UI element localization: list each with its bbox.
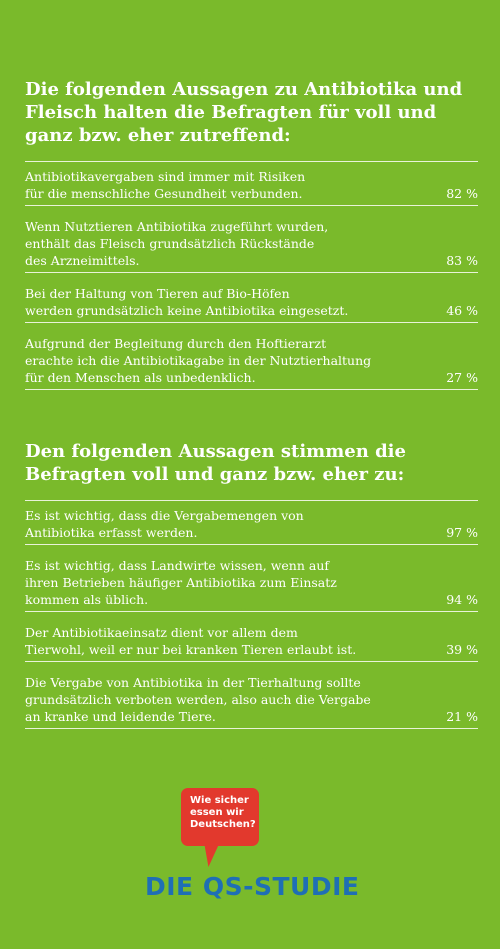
bubble-line: essen wir (190, 807, 244, 818)
statement-row: Bei der Haltung von Tieren auf Bio-Höfen… (25, 279, 478, 323)
statement-percent: 21 % (446, 709, 478, 724)
statement-text: Es ist wichtig, dass die Vergabemengen v… (25, 508, 304, 540)
statement-row: Der Antibiotikaeinsatz dient vor allem d… (25, 618, 478, 662)
section-antibiotics-meat: Die folgenden Aussagen zu Antibiotika un… (25, 78, 478, 390)
statement-text: Der Antibiotikaeinsatz dient vor allem d… (25, 625, 357, 657)
qs-studie-logo: Wie sicher essen wir Deutschen? DIE QS-S… (145, 788, 360, 903)
statement-row: Die Vergabe von Antibiotika in der Tierh… (25, 668, 478, 729)
statement-percent: 46 % (446, 303, 478, 318)
statement-text: Bei der Haltung von Tieren auf Bio-Höfen… (25, 286, 349, 318)
divider (25, 500, 478, 501)
statement-text: Die Vergabe von Antibiotika in der Tierh… (25, 675, 371, 724)
speech-bubble: Wie sicher essen wir Deutschen? (181, 788, 259, 846)
statement-percent: 27 % (446, 370, 478, 385)
speech-bubble-tail (201, 845, 219, 867)
section-title: Die folgenden Aussagen zu Antibiotika un… (25, 79, 463, 146)
statement-percent: 97 % (446, 525, 478, 540)
statement-row: Es ist wichtig, dass Landwirte wissen, w… (25, 551, 478, 612)
statement-percent: 83 % (446, 253, 478, 268)
statement-percent: 94 % (446, 592, 478, 607)
brand-name: DIE QS-STUDIE (145, 872, 360, 901)
bubble-line: Wie sicher (190, 795, 249, 806)
statement-percent: 39 % (446, 642, 478, 657)
section-title: Den folgenden Aussagen stimmen die Befra… (25, 441, 406, 485)
statement-text: Wenn Nutztieren Antibiotika zugeführt wu… (25, 219, 329, 268)
statement-row: Wenn Nutztieren Antibiotika zugeführt wu… (25, 212, 478, 273)
statement-text: Aufgrund der Begleitung durch den Hoftie… (25, 336, 372, 385)
statement-row: Antibiotikavergaben sind immer mit Risik… (25, 162, 478, 206)
divider (25, 161, 478, 162)
bubble-line: Deutschen? (190, 819, 256, 830)
statement-text: Antibiotikavergaben sind immer mit Risik… (25, 169, 306, 201)
statement-row: Es ist wichtig, dass die Vergabemengen v… (25, 501, 478, 545)
statement-row: Aufgrund der Begleitung durch den Hoftie… (25, 329, 478, 390)
section-agreement: Den folgenden Aussagen stimmen die Befra… (25, 440, 478, 729)
statement-percent: 82 % (446, 186, 478, 201)
statement-text: Es ist wichtig, dass Landwirte wissen, w… (25, 558, 337, 607)
